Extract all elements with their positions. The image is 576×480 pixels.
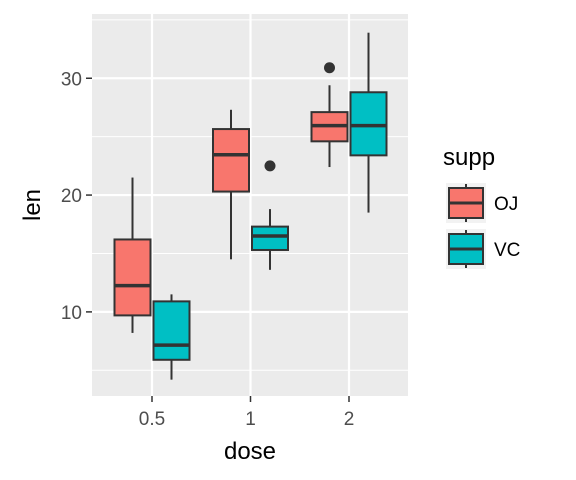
x-tick-label: 2 <box>344 409 355 430</box>
major-gridlines <box>92 14 408 396</box>
box-OJ-2 <box>310 62 349 168</box>
outlier-point <box>264 160 276 172</box>
y-tick-label: 30 <box>61 69 82 90</box>
legend-label: VC <box>494 240 520 261</box>
x-axis: 0.5 1 2 <box>139 396 355 430</box>
box-iqr <box>251 225 289 251</box>
legend: supp OJ VC <box>443 144 520 269</box>
x-axis-title: dose <box>224 438 276 465</box>
x-tick-label: 0.5 <box>139 409 165 430</box>
box-VC-1 <box>251 160 289 270</box>
legend-label: OJ <box>494 194 518 215</box>
legend-item-OJ: OJ <box>446 183 518 223</box>
y-tick-label: 20 <box>61 186 82 207</box>
outlier-point <box>324 62 335 74</box>
y-axis-title: len <box>19 189 46 221</box>
legend-item-VC: VC <box>446 229 520 269</box>
box-OJ-1 <box>212 109 250 260</box>
legend-title: supp <box>443 144 495 171</box>
box-OJ-0.5 <box>113 177 152 333</box>
box-iqr <box>349 91 388 157</box>
boxplot-boxes <box>113 32 388 380</box>
box-VC-0.5 <box>152 294 191 380</box>
y-axis: 10 20 30 <box>61 69 92 324</box>
box-VC-2 <box>349 32 388 213</box>
x-tick-label: 1 <box>245 409 256 430</box>
y-tick-label: 10 <box>61 303 82 324</box>
box-iqr <box>212 128 250 193</box>
box-iqr <box>152 300 191 361</box>
box-iqr <box>113 238 152 317</box>
